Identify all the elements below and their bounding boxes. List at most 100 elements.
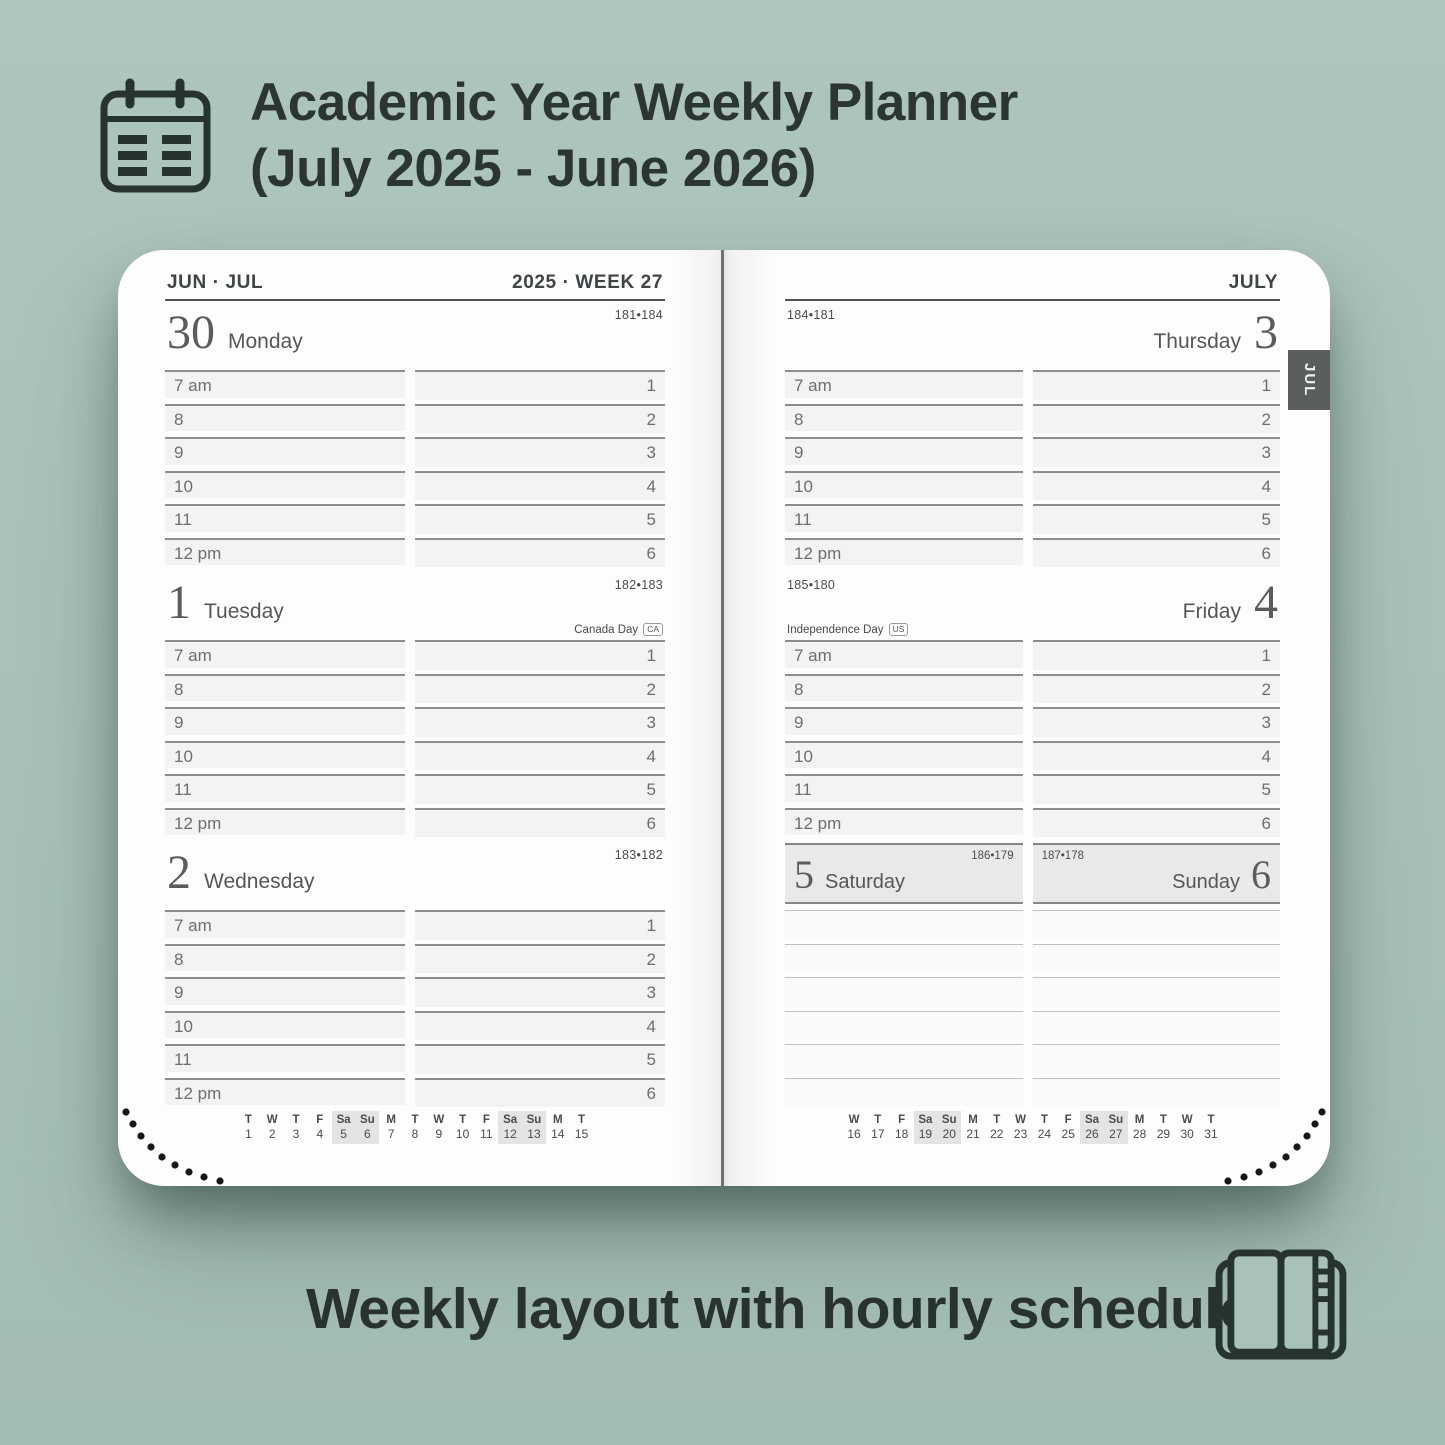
- hour-rows: 7 am 1 8 2 9 3 10 4 11 5 12 pm 6: [165, 910, 665, 1107]
- strip-day: W 30: [1175, 1111, 1199, 1144]
- strip-day: M 21: [961, 1111, 985, 1144]
- note-row: [785, 910, 1280, 940]
- day-of-year-pair: 182•183: [614, 578, 663, 592]
- feature-caption: Weekly layout with hourly schedule: [306, 1277, 1251, 1341]
- slot-number: 3: [415, 437, 665, 467]
- month-range-label: JUN · JUL: [167, 272, 264, 293]
- day-name: Sunday: [1172, 871, 1240, 893]
- slot-number: 5: [415, 1044, 665, 1074]
- weekend-header: 5 Saturday 186•179 187•178 Sunday 6: [785, 841, 1280, 910]
- hour-label: 12 pm: [785, 537, 1023, 565]
- strip-day-number: 10: [455, 1127, 470, 1141]
- slot-number: 5: [1032, 774, 1280, 804]
- page-title-line1: Academic Year Weekly Planner: [250, 73, 1018, 132]
- strip-day-number: 20: [942, 1127, 956, 1141]
- strip-day: T 17: [866, 1111, 890, 1144]
- hour-label: 10: [165, 1010, 405, 1038]
- hour-label: 8: [785, 403, 1023, 431]
- strip-day-number: 24: [1037, 1127, 1052, 1141]
- note-row: [785, 977, 1280, 1007]
- strip-day: Su 13: [522, 1111, 546, 1144]
- strip-day-number: 1: [245, 1127, 252, 1141]
- slot-number: 5: [415, 774, 665, 804]
- day-name: Monday: [228, 330, 303, 353]
- holiday-country-badge: US: [888, 623, 909, 636]
- day-of-year-pair: 185•180: [787, 578, 836, 592]
- strip-day-letter: T: [411, 1114, 419, 1126]
- slot-number: 1: [415, 640, 665, 670]
- hour-row: 12 pm 6: [785, 537, 1280, 567]
- hour-row: 10 4: [165, 740, 665, 770]
- book-spine: [721, 250, 724, 1186]
- note-cell: [1032, 1044, 1280, 1074]
- holiday-name: Canada Day: [574, 623, 639, 636]
- strip-day-number: 25: [1061, 1127, 1075, 1141]
- strip-day: W 16: [842, 1111, 866, 1144]
- hour-label: 8: [785, 673, 1023, 701]
- slot-number: 3: [415, 707, 665, 737]
- slot-number: 5: [415, 504, 665, 534]
- strip-day: T 10: [451, 1111, 475, 1144]
- calendar-icon: [100, 78, 211, 193]
- strip-day-number: 27: [1109, 1127, 1123, 1141]
- slot-number: 1: [1032, 640, 1280, 670]
- slot-number: 6: [415, 537, 665, 567]
- strip-day-letter: M: [386, 1114, 396, 1126]
- day-of-year-pair: 183•182: [614, 848, 663, 862]
- strip-day: Su 27: [1103, 1111, 1128, 1144]
- right-page-header: JULY: [785, 270, 1280, 301]
- saturday-panel: 5 Saturday 186•179: [785, 843, 1023, 904]
- day-header: 1 Tuesday 182•183 Canada Day CA: [165, 571, 665, 640]
- strip-day-letter: T: [578, 1114, 586, 1126]
- day-number: 4: [1254, 576, 1278, 629]
- strip-day: T 22: [985, 1111, 1009, 1144]
- slot-number: 3: [415, 977, 665, 1007]
- strip-day-letter: Sa: [918, 1114, 933, 1126]
- weekend-section: 5 Saturday 186•179 187•178 Sunday 6: [785, 841, 1280, 1107]
- hour-label: 12 pm: [165, 537, 405, 565]
- strip-day-number: 8: [411, 1127, 419, 1141]
- strip-day-letter: F: [898, 1114, 906, 1126]
- hour-row: 12 pm 6: [165, 1077, 665, 1107]
- mini-date-strip: W 16 T 17 F 18 Sa 19 Su 20 M 21 T 22 W 23 T 24 F 25 Sa 26 Su 27…: [785, 1111, 1280, 1144]
- slot-number: 2: [1032, 673, 1280, 703]
- hour-row: 10 4: [165, 470, 665, 500]
- note-row: [785, 1010, 1280, 1040]
- day-title: Sunday 6: [1172, 855, 1271, 895]
- hour-label: 11: [165, 1044, 405, 1072]
- strip-day: F 18: [890, 1111, 914, 1144]
- strip-day: Sa 5: [331, 1111, 356, 1144]
- strip-day: Sa 12: [498, 1111, 523, 1144]
- hour-label: 10: [785, 740, 1023, 768]
- day-number: 5: [794, 852, 814, 897]
- hour-row: 10 4: [165, 1010, 665, 1040]
- strip-day-number: 29: [1156, 1127, 1171, 1141]
- day-title: 30 Monday: [167, 309, 303, 357]
- strip-day-number: 12: [503, 1127, 517, 1141]
- strip-day-number: 18: [894, 1127, 909, 1141]
- week-label: 2025 · WEEK 27: [512, 272, 663, 293]
- strip-day-letter: Sa: [503, 1114, 518, 1126]
- strip-day-number: 21: [966, 1127, 980, 1141]
- strip-day: F 11: [474, 1111, 498, 1144]
- day-title: Friday 4: [1183, 579, 1278, 627]
- slot-number: 6: [415, 807, 665, 837]
- planner-book: JUL JUN · JUL 2025 · WEEK 27 30 Monday 1…: [118, 250, 1330, 1186]
- hour-row: 11 5: [785, 504, 1280, 534]
- day-number: 30: [167, 306, 215, 359]
- day-title: 1 Tuesday: [167, 579, 284, 627]
- perforation-dots-left: [122, 1108, 224, 1185]
- strip-day-number: 22: [990, 1127, 1004, 1141]
- strip-day-letter: T: [1207, 1114, 1215, 1126]
- strip-day: Su 20: [937, 1111, 962, 1144]
- strip-day-letter: T: [459, 1114, 467, 1126]
- strip-day-letter: W: [848, 1114, 860, 1126]
- day-name: Saturday: [825, 871, 906, 893]
- hour-label: 7 am: [785, 370, 1023, 398]
